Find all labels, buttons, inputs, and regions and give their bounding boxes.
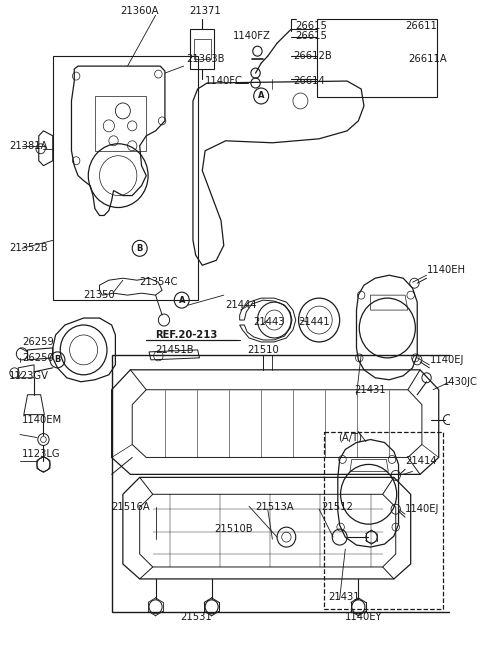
Text: 1140EJ: 1140EJ [405, 504, 440, 514]
Text: 21510B: 21510B [214, 524, 252, 534]
Text: REF.20-213: REF.20-213 [156, 330, 218, 340]
Text: 21443: 21443 [254, 317, 285, 327]
Text: B: B [54, 356, 60, 364]
Text: 21512: 21512 [321, 502, 353, 512]
Text: 1140EJ: 1140EJ [430, 355, 464, 365]
Text: 21352B: 21352B [9, 244, 48, 253]
Text: 21444: 21444 [226, 300, 257, 310]
Text: 21354C: 21354C [140, 277, 178, 287]
Text: 21441: 21441 [299, 317, 330, 327]
Text: 26250: 26250 [22, 353, 54, 363]
Text: 21451B: 21451B [156, 345, 194, 355]
Text: A: A [179, 295, 185, 305]
Bar [53, 56, 198, 300]
Text: 1140EY: 1140EY [345, 612, 383, 622]
Text: 26612B: 26612B [293, 51, 332, 61]
Text: 21414: 21414 [405, 457, 437, 466]
Text: 26611: 26611 [405, 21, 437, 31]
Text: 21513A: 21513A [255, 502, 294, 512]
Text: 26615: 26615 [296, 21, 328, 31]
Text: 21381A: 21381A [9, 141, 48, 151]
Text: 1123GV: 1123GV [9, 371, 49, 381]
Text: A: A [258, 92, 264, 100]
Text: 1430JC: 1430JC [443, 377, 477, 386]
Text: 26259: 26259 [22, 337, 54, 347]
Bar [324, 432, 444, 608]
Bar [317, 19, 437, 97]
Text: (A/T): (A/T) [338, 432, 362, 443]
Text: 21363B: 21363B [186, 54, 225, 64]
Bar [112, 355, 453, 612]
Text: 1140FC: 1140FC [205, 76, 243, 86]
Text: 21360A: 21360A [120, 7, 159, 16]
Text: 26611A: 26611A [408, 54, 446, 64]
Text: 1140FZ: 1140FZ [233, 31, 271, 41]
Text: 26614: 26614 [293, 76, 324, 86]
Text: 21510: 21510 [247, 345, 279, 355]
Text: 21431: 21431 [355, 384, 386, 395]
Text: 21531: 21531 [180, 612, 212, 622]
Text: 1140EM: 1140EM [22, 415, 62, 424]
Text: B: B [136, 244, 143, 253]
Text: 26615: 26615 [296, 31, 328, 41]
Bar [194, 39, 211, 59]
Bar [190, 29, 215, 69]
Text: 21516A: 21516A [112, 502, 150, 512]
Text: 21371: 21371 [189, 7, 221, 16]
Text: 1123LG: 1123LG [22, 449, 60, 459]
Text: 21431: 21431 [328, 592, 360, 602]
Text: 21350: 21350 [84, 290, 115, 300]
Text: 1140EH: 1140EH [427, 265, 466, 275]
